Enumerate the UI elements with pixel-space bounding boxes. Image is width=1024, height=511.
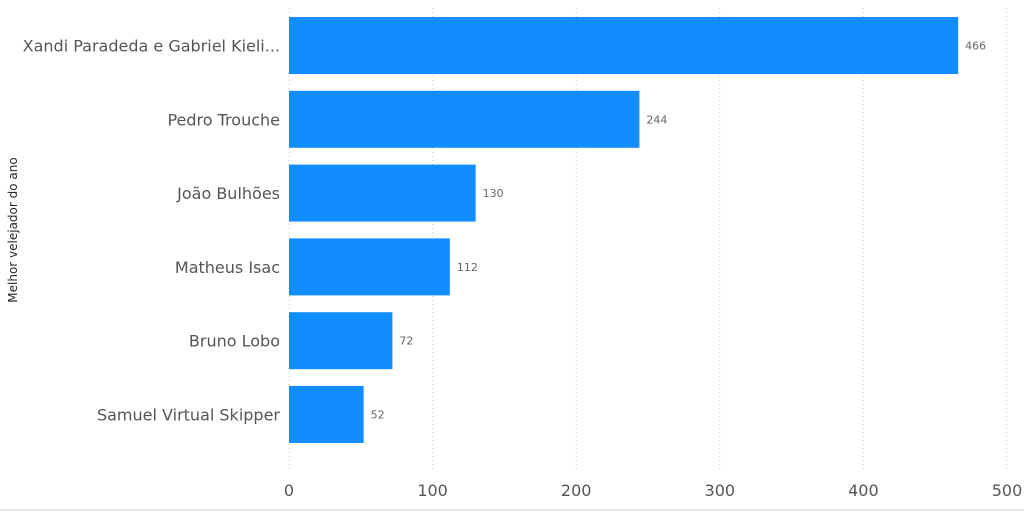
category-label: João Bulhões <box>176 184 280 203</box>
bar[interactable] <box>289 238 450 296</box>
data-label: 130 <box>483 187 504 200</box>
data-label: 112 <box>457 261 478 274</box>
x-tick-label: 300 <box>705 481 736 500</box>
category-labels: Xandi Paradeda e Gabriel Kieli... Pedro T… <box>23 37 281 425</box>
x-tick-label: 500 <box>992 481 1023 500</box>
data-label: 52 <box>371 409 385 422</box>
category-label: Samuel Virtual Skipper <box>97 406 280 425</box>
x-tick-label: 0 <box>284 481 294 500</box>
category-label: Bruno Lobo <box>189 332 280 351</box>
x-tick-label: 100 <box>417 481 448 500</box>
category-label: Xandi Paradeda e Gabriel Kieli... <box>23 37 280 56</box>
x-tick-label: 200 <box>561 481 592 500</box>
data-label: 466 <box>965 40 986 53</box>
x-axis-ticks: 0 100 200 300 400 500 <box>284 481 1022 500</box>
category-label: Matheus Isac <box>175 258 280 277</box>
bar[interactable] <box>289 312 393 370</box>
data-label: 244 <box>646 113 667 126</box>
category-label: Pedro Trouche <box>167 110 280 129</box>
data-label: 72 <box>399 335 413 348</box>
bar[interactable] <box>289 17 959 74</box>
y-axis-title: Melhor velejador do ano <box>6 157 20 302</box>
bar[interactable] <box>289 386 364 443</box>
data-labels: 466 244 130 112 72 52 <box>371 40 987 422</box>
bar[interactable] <box>289 164 476 222</box>
bar[interactable] <box>289 90 640 148</box>
x-tick-label: 400 <box>848 481 879 500</box>
bars <box>289 17 959 443</box>
